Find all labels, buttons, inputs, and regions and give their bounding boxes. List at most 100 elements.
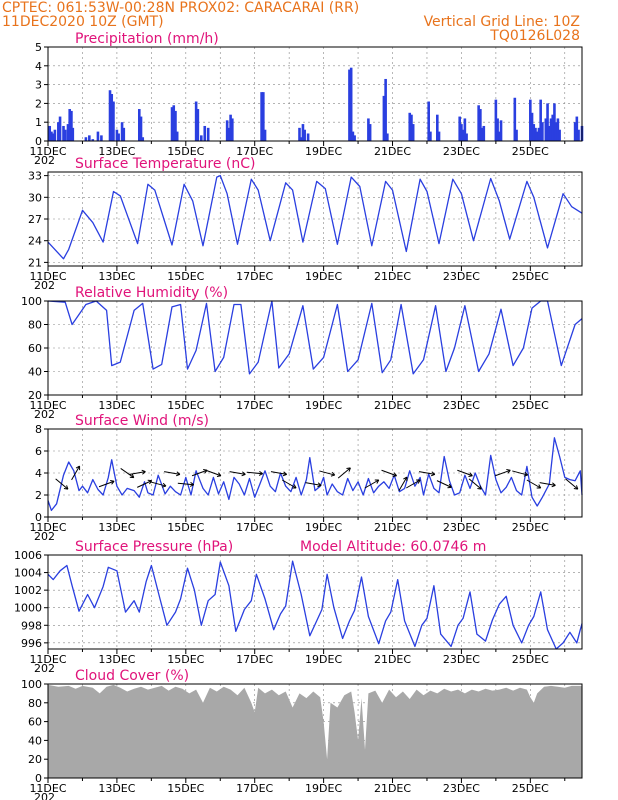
precip-bar — [367, 118, 370, 141]
precip-bar — [544, 118, 548, 141]
wind-arrow — [229, 471, 246, 477]
header-model-code: TQ0126L028 — [489, 28, 580, 44]
precip-bar — [100, 135, 103, 141]
y-tick-label: 2 — [35, 97, 42, 110]
precip-bar — [91, 139, 95, 141]
y-tick-label: 40 — [28, 734, 42, 747]
x-tick-label: 17DEC — [236, 521, 273, 534]
precip-bar — [546, 103, 549, 141]
wind-arrow — [495, 469, 511, 477]
precip-bar — [384, 78, 387, 141]
precip-bar — [227, 127, 231, 141]
wind-arrow — [281, 479, 297, 489]
wind-arrow — [71, 465, 81, 481]
precip-bar — [551, 114, 555, 141]
x-tick-label: 13DEC — [98, 399, 135, 412]
precip-bar — [63, 129, 67, 141]
wind-arrow — [406, 479, 421, 489]
wind-arrow — [468, 478, 482, 490]
header-location: CPTEC: 061:53W-00:28N PROX02: CARACARAI … — [2, 0, 359, 16]
x-tick-label: 11DEC — [29, 521, 66, 534]
precip-bar — [58, 116, 62, 141]
x-tick-label: 17DEC — [236, 145, 273, 158]
x-year-label: 202 — [34, 662, 55, 675]
x-tick-label: 25DEC — [512, 145, 549, 158]
y-tick-label: 4 — [35, 467, 42, 480]
precip-bar — [306, 133, 310, 141]
series-line — [47, 560, 583, 650]
y-tick-label: 30 — [28, 191, 42, 204]
precip-bar — [172, 105, 176, 141]
wind-arrow — [98, 480, 115, 488]
precip-bar — [71, 127, 75, 141]
y-tick-label: 20 — [28, 389, 42, 402]
y-tick-label: 80 — [28, 319, 42, 332]
precip-bar — [575, 116, 579, 141]
precip-bar — [96, 131, 100, 141]
x-tick-label: 23DEC — [443, 653, 480, 666]
wind-arrow — [177, 481, 195, 487]
precip-bar — [558, 129, 561, 141]
panel-1: 21 24 27 30 33 11DEC 13DEC 15DEC 17DEC 19DEC 21DEC… — [28, 156, 583, 292]
precip-bar — [84, 137, 88, 141]
x-tick-label: 25DEC — [512, 270, 549, 283]
wind-arrow — [246, 470, 263, 476]
x-tick-label: 15DEC — [167, 782, 204, 795]
precip-bar — [353, 135, 356, 141]
y-tick-label: 0 — [35, 511, 42, 524]
precip-bar — [88, 135, 91, 141]
wind-arrow — [55, 478, 69, 490]
precip-bar — [122, 127, 126, 141]
precip-bar — [351, 131, 355, 141]
precip-bar — [112, 101, 115, 141]
wind-arrow — [539, 482, 556, 488]
precip-bar — [408, 112, 412, 141]
header-grid-note: Vertical Grid Line: 10Z — [424, 14, 580, 30]
y-tick-label: 4 — [35, 60, 42, 73]
precip-bar — [529, 99, 532, 141]
wind-arrow — [565, 478, 579, 490]
precip-bar — [463, 118, 467, 141]
panel-title: Surface Temperature (nC) — [75, 156, 256, 172]
panel-title: Surface Pressure (hPa) — [75, 539, 233, 555]
precip-bar — [203, 125, 207, 141]
x-tick-label: 21DEC — [374, 145, 411, 158]
wind-arrow — [398, 476, 408, 492]
wind-arrow — [205, 469, 222, 477]
cloud-area — [48, 684, 582, 778]
x-year-label: 202 — [34, 279, 55, 292]
precip-bar — [68, 109, 72, 141]
x-tick-label: 11DEC — [29, 270, 66, 283]
y-tick-label: 0 — [35, 772, 42, 785]
precip-bar — [194, 101, 198, 141]
x-year-label: 202 — [34, 530, 55, 543]
precip-bar — [206, 127, 210, 141]
precip-bar — [549, 118, 553, 141]
precip-bar — [494, 99, 498, 141]
wind-arrow — [120, 468, 135, 479]
y-tick-label: 33 — [28, 170, 42, 183]
x-tick-label: 19DEC — [305, 399, 342, 412]
x-tick-label: 23DEC — [443, 399, 480, 412]
precip-bar — [427, 101, 430, 141]
precip-bar — [541, 122, 544, 141]
wind-arrow — [150, 481, 167, 488]
precip-bar — [196, 109, 200, 141]
header-date: 11DEC2020 10Z (GMT) — [2, 14, 164, 30]
precip-bar — [141, 137, 145, 141]
precip-bar — [496, 118, 499, 141]
precip-bar — [498, 131, 501, 141]
precip-bar — [573, 122, 577, 141]
x-tick-label: 21DEC — [374, 399, 411, 412]
precip-bar — [137, 109, 141, 141]
panel-2: 20 40 60 80 100 11DEC 13DEC 15DEC 17DEC 19DEC 21DE… — [21, 285, 583, 421]
precip-bar — [535, 131, 539, 141]
precip-bar — [70, 110, 73, 141]
y-tick-label: 20 — [28, 753, 42, 766]
wind-arrow — [191, 469, 208, 477]
y-tick-label: 24 — [28, 235, 42, 248]
y-tick-label: 1006 — [14, 549, 42, 562]
precip-bar — [50, 131, 53, 141]
panel-3: 0 2 4 6 8 11DEC 13DEC 15DEC 17DEC 19DEC 21DEC 23DEC… — [29, 413, 583, 543]
